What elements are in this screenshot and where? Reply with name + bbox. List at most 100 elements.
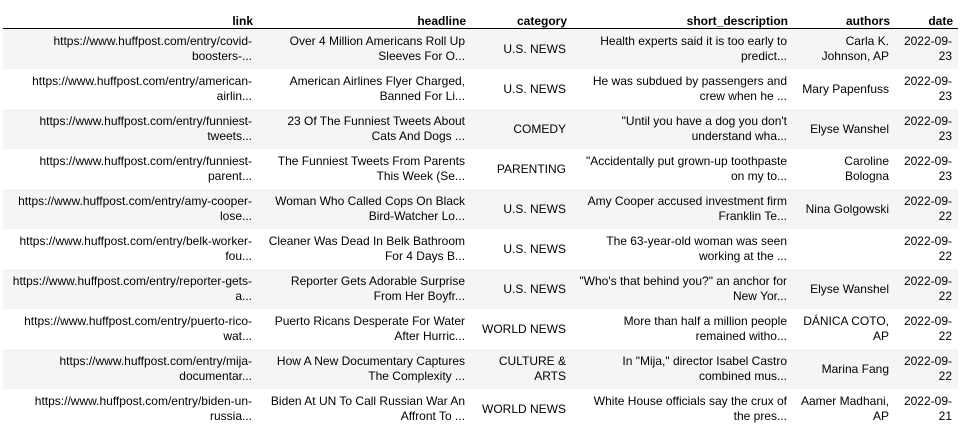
cell-category-line: U.S. NEWS <box>503 241 566 256</box>
cell-authors-line: Carla K. <box>845 34 889 48</box>
cell-link-line: a... <box>235 289 252 303</box>
cell-authors: Aamer Madhani, AP <box>793 389 895 429</box>
cell-date-line: 2022-09- <box>903 154 952 168</box>
cell-short-description: More than half a million people remained … <box>572 309 793 349</box>
cell-date-line: 22 <box>938 249 952 263</box>
cell-date-line: 22 <box>938 289 952 303</box>
cell-headline-line: Biden At UN To Call Russian War An <box>270 394 465 408</box>
cell-short-description-line: New Yor... <box>732 289 787 303</box>
cell-link: https://www.huffpost.com/entry/funniest-… <box>3 149 258 189</box>
table-row[interactable]: https://www.huffpost.com/entry/biden-un-… <box>3 389 958 429</box>
cell-headline-line: Banned For Li... <box>379 89 465 103</box>
column-header-link[interactable]: link <box>3 0 258 29</box>
dataframe-table: link headline category short_description… <box>3 0 958 429</box>
cell-category-line: U.S. NEWS <box>503 281 566 296</box>
cell-authors-line: AP <box>872 409 889 423</box>
cell-link-line: https://www.huffpost.com/entry/american- <box>32 74 252 88</box>
cell-headline-line: The Complexity ... <box>368 369 465 383</box>
cell-category-line: ARTS <box>534 369 566 383</box>
cell-date: 2022-09- 22 <box>895 309 958 349</box>
cell-short-description-line: combined mus... <box>698 369 787 383</box>
column-header-headline[interactable]: headline <box>258 0 471 29</box>
cell-category-line: CULTURE & <box>498 354 566 368</box>
table-row[interactable]: https://www.huffpost.com/entry/reporter-… <box>3 269 958 309</box>
cell-date: 2022-09- 22 <box>895 349 958 389</box>
cell-headline: Puerto Ricans Desperate For Water After H… <box>258 309 471 349</box>
cell-date-line: 23 <box>938 89 952 103</box>
cell-authors-line: Mary Papenfuss <box>802 81 889 96</box>
cell-date: 2022-09- 22 <box>895 229 958 269</box>
cell-link: https://www.huffpost.com/entry/puerto-ri… <box>3 309 258 349</box>
cell-category-line: WORLD NEWS <box>482 321 566 336</box>
cell-headline-line: How A New Documentary Captures <box>276 354 465 368</box>
cell-headline-line: Bird-Watcher Lo... <box>368 209 465 223</box>
column-header-date[interactable]: date <box>895 0 958 29</box>
table-row[interactable]: https://www.huffpost.com/entry/mija-docu… <box>3 349 958 389</box>
cell-headline-line: This Week (Se... <box>376 169 465 183</box>
cell-link-line: https://www.huffpost.com/entry/covid- <box>53 34 252 48</box>
cell-short-description-line: understand wha... <box>691 129 787 143</box>
cell-headline-line: For 4 Days B... <box>384 249 465 263</box>
cell-category: U.S. NEWS <box>471 269 572 309</box>
cell-short-description-line: predict... <box>740 49 787 63</box>
cell-short-description: He was subdued by passengers and crew whe… <box>572 69 793 109</box>
cell-link-line: https://www.huffpost.com/entry/puerto-ri… <box>24 314 252 328</box>
cell-link-line: https://www.huffpost.com/entry/funniest- <box>39 154 252 168</box>
cell-authors-line: Nina Golgowski <box>805 201 889 216</box>
cell-authors-line: Johnson, AP <box>821 49 889 63</box>
cell-link-line: tweets... <box>207 129 252 143</box>
table-row[interactable]: https://www.huffpost.com/entry/belk-work… <box>3 229 958 269</box>
table-row[interactable]: https://www.huffpost.com/entry/puerto-ri… <box>3 309 958 349</box>
cell-authors: Caroline Bologna <box>793 149 895 189</box>
cell-headline-line: Puerto Ricans Desperate For Water <box>274 314 465 328</box>
cell-date: 2022-09- 21 <box>895 389 958 429</box>
cell-date-line: 2022-09- <box>903 234 952 248</box>
cell-short-description: "Until you have a dog you don't understan… <box>572 109 793 149</box>
cell-short-description-line: crew when he ... <box>699 89 787 103</box>
cell-category-line: PARENTING <box>496 161 566 176</box>
cell-link-line: lose... <box>219 209 252 223</box>
column-header-authors[interactable]: authors <box>793 0 895 29</box>
table-row[interactable]: https://www.huffpost.com/entry/covid-boo… <box>3 28 958 70</box>
cell-authors-line: Elyse Wanshel <box>810 281 889 296</box>
cell-short-description: The 63-year-old woman was seen working at… <box>572 229 793 269</box>
cell-headline-line: Reporter Gets Adorable Surprise <box>290 274 465 288</box>
table-row[interactable]: https://www.huffpost.com/entry/funniest-… <box>3 149 958 189</box>
cell-headline-line: Cleaner Was Dead In Belk Bathroom <box>268 234 465 248</box>
cell-date: 2022-09- 22 <box>895 269 958 309</box>
column-header-category[interactable]: category <box>471 0 572 29</box>
cell-category-line: U.S. NEWS <box>503 81 566 96</box>
cell-short-description: Health experts said it is too early to pr… <box>572 29 793 70</box>
cell-short-description-line: In "Mija," director Isabel Castro <box>622 354 787 368</box>
cell-date-line: 23 <box>938 129 952 143</box>
cell-short-description-line: the pres... <box>733 409 787 423</box>
cell-date-line: 23 <box>938 49 952 63</box>
cell-date-line: 2022-09- <box>903 354 952 368</box>
cell-link: https://www.huffpost.com/entry/belk-work… <box>3 229 258 269</box>
cell-category: U.S. NEWS <box>471 189 572 229</box>
cell-headline-line: Woman Who Called Cops On Black <box>275 194 465 208</box>
header-row: link headline category short_description… <box>3 0 958 29</box>
cell-headline-line: Cats And Dogs ... <box>371 129 465 143</box>
cell-headline: Woman Who Called Cops On Black Bird-Watch… <box>258 189 471 229</box>
table-body: https://www.huffpost.com/entry/covid-boo… <box>3 28 958 429</box>
cell-link-line: boosters-... <box>191 49 252 63</box>
cell-category: WORLD NEWS <box>471 309 572 349</box>
cell-category: U.S. NEWS <box>471 229 572 269</box>
cell-short-description: Amy Cooper accused investment firm Frankl… <box>572 189 793 229</box>
table-row[interactable]: https://www.huffpost.com/entry/amy-coope… <box>3 189 958 229</box>
cell-short-description: "Who's that behind you?" an anchor for Ne… <box>572 269 793 309</box>
cell-short-description-line: working at the ... <box>698 249 787 263</box>
cell-date-line: 2022-09- <box>903 394 952 408</box>
cell-link: https://www.huffpost.com/entry/funniest-… <box>3 109 258 149</box>
cell-link-line: parent... <box>207 169 252 183</box>
cell-date-line: 2022-09- <box>903 194 952 208</box>
column-header-short-description[interactable]: short_description <box>572 0 793 29</box>
table-row[interactable]: https://www.huffpost.com/entry/american-… <box>3 69 958 109</box>
cell-short-description-line: remained witho... <box>695 329 787 343</box>
cell-link-line: https://www.huffpost.com/entry/reporter-… <box>12 274 252 288</box>
table-row[interactable]: https://www.huffpost.com/entry/funniest-… <box>3 109 958 149</box>
cell-category: COMEDY <box>471 109 572 149</box>
cell-headline-line: Affront To ... <box>400 409 465 423</box>
